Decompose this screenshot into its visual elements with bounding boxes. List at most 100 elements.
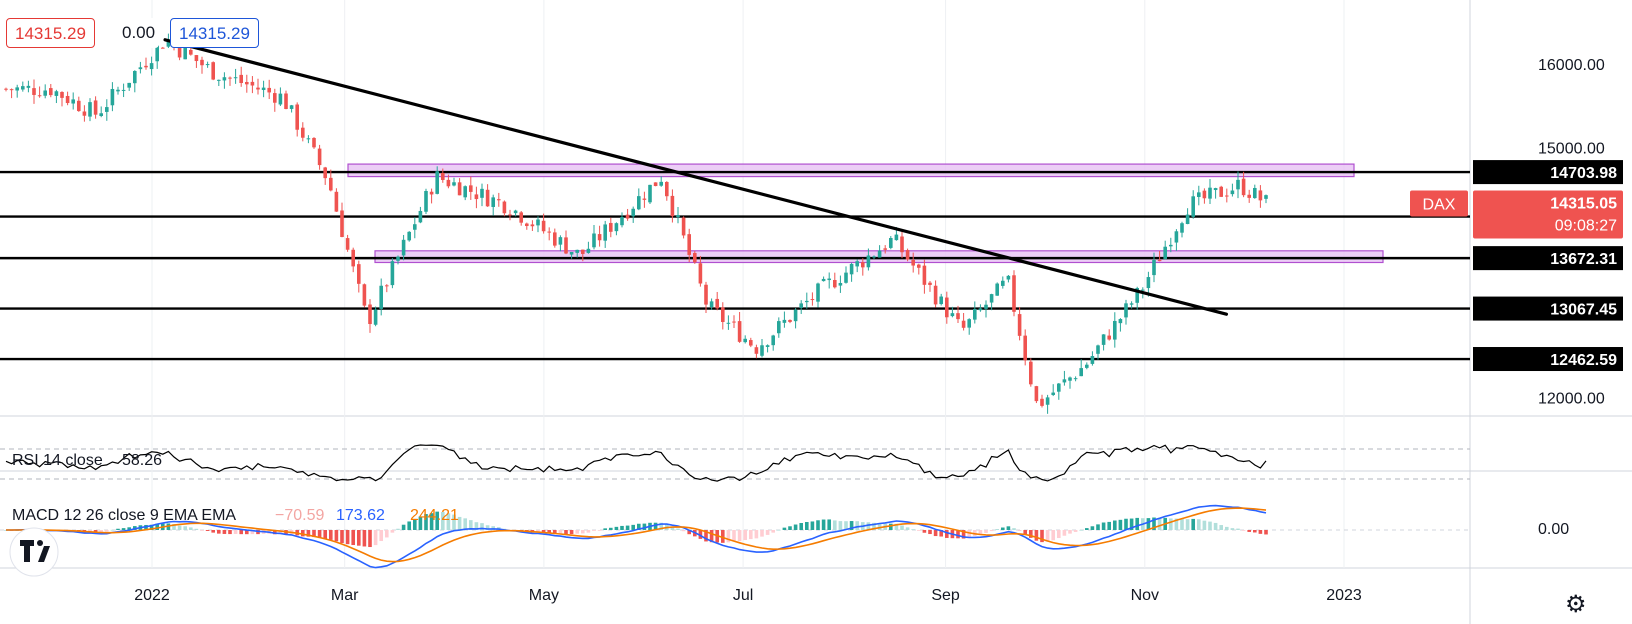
- candle-body: [698, 263, 703, 284]
- candle-body: [485, 189, 490, 207]
- candle: [278, 87, 283, 107]
- macd-histogram-bar: [855, 521, 859, 530]
- candle: [306, 135, 311, 144]
- candle-body: [793, 309, 798, 322]
- macd-histogram-bar: [245, 530, 249, 535]
- macd-histogram-bar: [872, 522, 876, 530]
- candle: [88, 98, 92, 122]
- candle: [480, 183, 484, 207]
- candle: [877, 245, 882, 258]
- candle-body: [43, 90, 47, 96]
- candle: [362, 283, 367, 308]
- candle-body: [967, 319, 971, 328]
- indicator-legends: RSI 14 close 58.26 MACD 12 26 close 9 EM…: [12, 452, 459, 524]
- macd-histogram-bar: [810, 521, 815, 530]
- candle-body: [306, 138, 311, 140]
- macd-histogram-bar: [782, 527, 787, 530]
- candle: [676, 207, 680, 224]
- candle-body: [441, 172, 445, 180]
- candle-body: [267, 87, 271, 93]
- candle-body: [513, 210, 518, 214]
- horizontal-levels: [0, 170, 1470, 361]
- candle-body: [390, 261, 395, 286]
- macd-histogram-bar: [709, 530, 714, 543]
- candle-body: [676, 215, 680, 218]
- candle: [1107, 329, 1111, 341]
- candle: [1113, 312, 1117, 348]
- candle: [1169, 237, 1173, 253]
- macd-histogram-bar: [1001, 527, 1005, 530]
- candle: [866, 248, 871, 271]
- candle: [351, 247, 355, 273]
- candle: [413, 217, 417, 239]
- candle: [810, 292, 815, 306]
- candle-body: [385, 285, 389, 287]
- tradingview-logo[interactable]: [9, 527, 59, 577]
- rsi-pane: [0, 444, 1470, 482]
- candle: [205, 61, 210, 68]
- candle: [144, 57, 148, 70]
- candle: [1062, 370, 1067, 386]
- candle-body: [788, 319, 792, 322]
- macd-histogram-bar: [877, 523, 882, 530]
- candle: [1247, 189, 1251, 203]
- candle-body: [284, 93, 288, 110]
- candle-body: [1236, 179, 1240, 190]
- candle: [82, 105, 87, 122]
- x-axis-tick-label: May: [529, 587, 559, 604]
- candle-body: [1230, 190, 1235, 195]
- candle: [883, 245, 887, 254]
- candle: [760, 338, 764, 358]
- resistance-zones: [347, 163, 1384, 264]
- macd-histogram-bar: [978, 530, 983, 535]
- macd-histogram-bar: [816, 520, 820, 530]
- candle-body: [194, 55, 199, 62]
- candle-body: [1090, 356, 1095, 364]
- candle: [211, 61, 215, 81]
- candle: [1096, 344, 1100, 360]
- candle: [732, 315, 736, 328]
- macd-histogram-bar: [457, 516, 462, 530]
- candle-body: [26, 85, 31, 88]
- candle: [239, 66, 243, 87]
- candle-body: [732, 321, 736, 323]
- candle: [116, 86, 120, 95]
- macd-histogram-bar: [1045, 530, 1050, 542]
- macd-histogram-bar: [1146, 518, 1151, 530]
- candle-body: [340, 210, 344, 237]
- candle-body: [245, 81, 249, 85]
- macd-legend-signal: 244.21: [410, 507, 459, 524]
- candle-body: [149, 63, 154, 70]
- candle-body: [659, 181, 663, 186]
- candle: [390, 258, 395, 289]
- candle-body: [575, 249, 579, 253]
- macd-histogram-bar: [1012, 528, 1016, 530]
- macd-histogram-bar: [984, 530, 988, 533]
- candle: [709, 298, 714, 310]
- candle: [429, 188, 434, 204]
- candle: [284, 90, 288, 110]
- candle-body: [782, 319, 787, 323]
- macd-histogram-bar: [1213, 522, 1218, 530]
- candle: [771, 334, 775, 351]
- y-axis-tick-label: 15000.00: [1538, 140, 1605, 157]
- symbol-tag: [1410, 190, 1468, 217]
- macd-histogram-bar: [614, 526, 619, 530]
- candle: [446, 174, 451, 189]
- candle-body: [463, 186, 467, 198]
- candle-body: [833, 279, 837, 288]
- macd-histogram-bar: [194, 528, 199, 530]
- candle-body: [765, 345, 770, 347]
- gear-icon[interactable]: ⚙: [1565, 591, 1587, 618]
- candle: [1258, 185, 1263, 208]
- candle-body: [429, 191, 434, 195]
- macd-histogram-bar: [749, 530, 753, 540]
- trendline[interactable]: [163, 38, 1229, 316]
- macd-histogram-bar: [1191, 518, 1195, 530]
- macd-histogram-bar: [967, 530, 971, 538]
- candle-body: [1264, 195, 1268, 199]
- candle-body: [1146, 277, 1151, 289]
- macd-histogram-bar: [228, 530, 232, 535]
- candle-body: [1113, 320, 1117, 340]
